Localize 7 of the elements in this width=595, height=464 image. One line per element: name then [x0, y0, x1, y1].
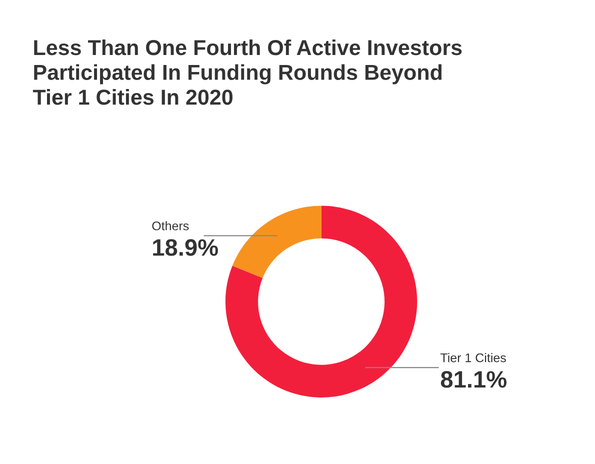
data-label: 81.1% — [440, 371, 506, 388]
data-label: 18.9% — [153, 239, 218, 256]
donut-slice — [232, 206, 322, 278]
slice-label: Others — [152, 221, 189, 230]
donut-slice — [225, 206, 418, 398]
chart-title: Less Than One Fourth Of Active Investors Participated In Funding Rounds Beyond Tier 1 Cities In 2020 — [32, 39, 462, 105]
slice-label: Tier 1 Cities — [440, 353, 506, 362]
